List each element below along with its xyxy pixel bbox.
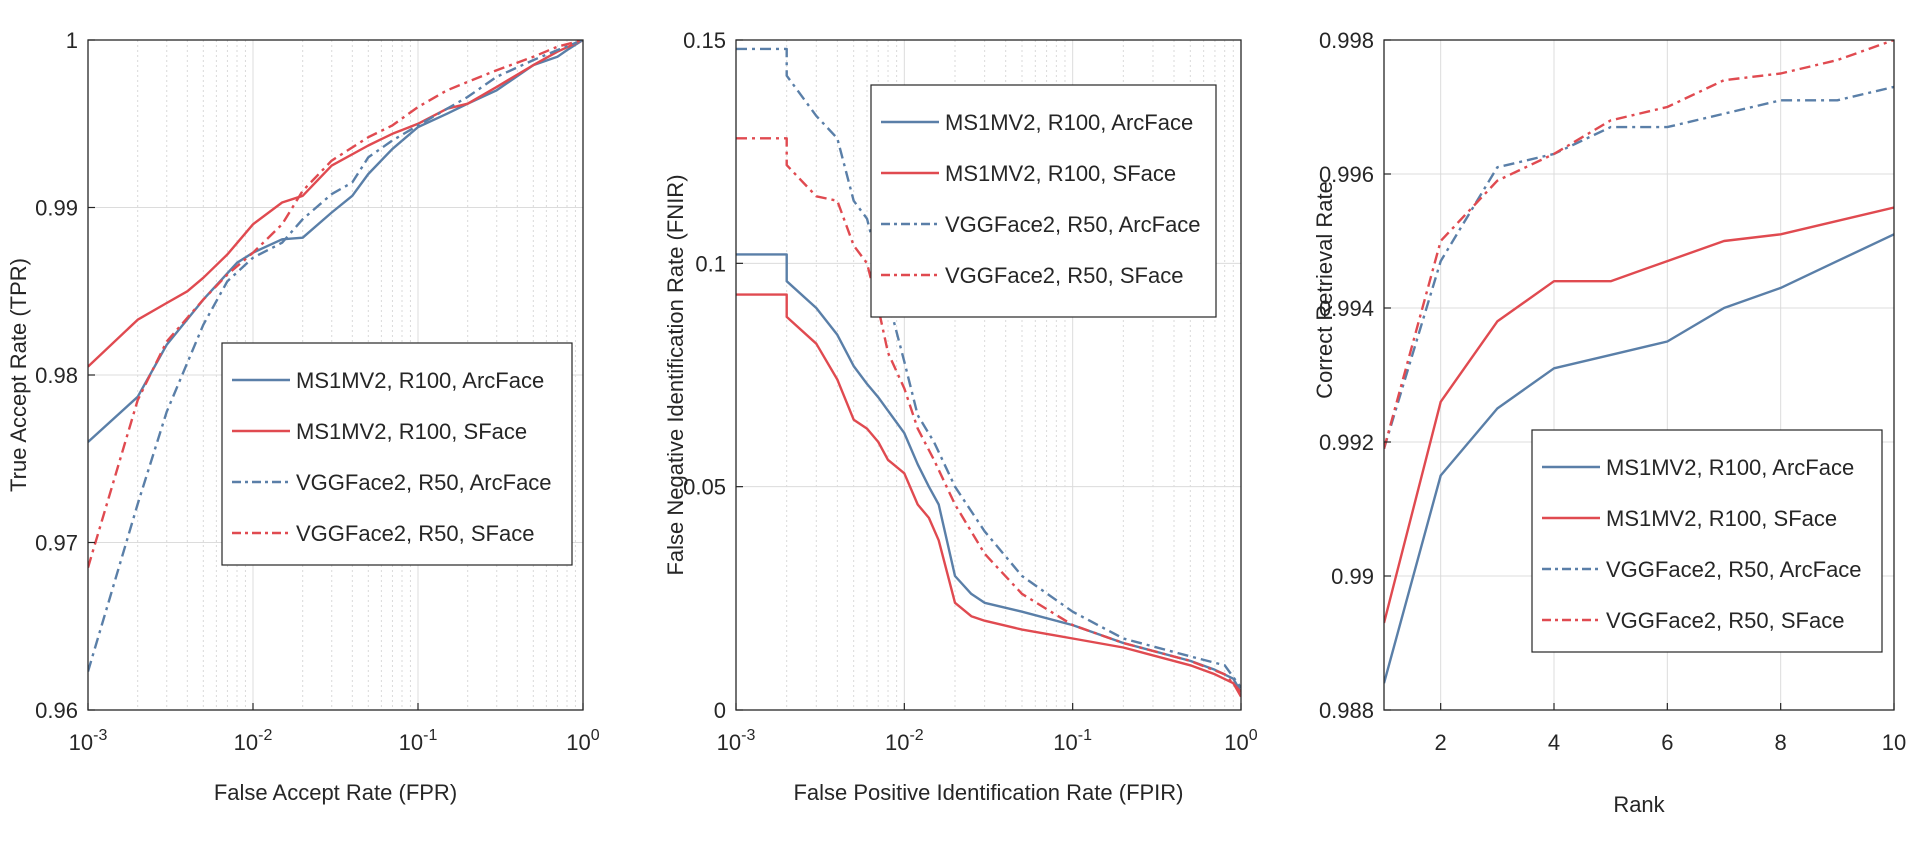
series-line-2 (736, 47, 1241, 689)
series-line-3 (88, 40, 583, 568)
series-line-0 (736, 253, 1241, 693)
x-tick-label: 100 (566, 727, 599, 755)
legend-label-3: VGGFace2, R50, SFace (945, 263, 1183, 288)
det-legend-box (870, 84, 1217, 318)
legend-label-2: VGGFace2, R50, ArcFace (1606, 557, 1862, 582)
y-tick-label: 0.1 (695, 251, 726, 276)
y-tick-label: 0.97 (35, 531, 78, 556)
det-axes-box (735, 39, 1242, 711)
cmc-chart: 0.988 0.99 0.992 0.994 0.996 0.998 2 4 6 8 10 Rank… (1312, 28, 1906, 817)
roc-y-axis-label: True Accept Rate (TPR) (6, 258, 31, 492)
x-tick-label: 4 (1548, 730, 1560, 755)
x-tick-label: 2 (1435, 730, 1447, 755)
y-tick-label: 0.99 (1331, 564, 1374, 589)
det-y-axis-label: False Negative Identification Rate (FNIR… (663, 174, 688, 575)
x-tick-label: 8 (1775, 730, 1787, 755)
y-tick-label: 0.988 (1319, 698, 1374, 723)
y-tick-label: 0.99 (35, 196, 78, 221)
x-tick-label: 10-2 (885, 727, 924, 755)
y-tick-label: 0.15 (683, 28, 726, 53)
roc-chart: 0.96 0.97 0.98 0.99 1 10-3 10-2 10-1 100 False A… (6, 28, 600, 805)
series-line-0 (1384, 233, 1894, 684)
x-tick-label: 10-1 (399, 727, 438, 755)
roc-x-axis-label: False Accept Rate (FPR) (214, 780, 457, 805)
det-chart: 0 0.05 0.1 0.15 10-3 10-2 10-1 100 False Positi… (663, 28, 1258, 805)
det-x-axis-label: False Positive Identification Rate (FPIR… (793, 780, 1183, 805)
cmc-ticks: 0.988 0.99 0.992 0.994 0.996 0.998 2 4 6 8 10 (1319, 28, 1906, 755)
x-tick-label: 6 (1661, 730, 1673, 755)
roc-legend: MS1MV2, R100, ArcFace MS1MV2, R100, SFace… (221, 342, 573, 566)
legend-label-1: MS1MV2, R100, SFace (296, 419, 527, 444)
y-tick-label: 0.994 (1319, 296, 1374, 321)
y-tick-label: 0.05 (683, 475, 726, 500)
series-line-1 (1384, 206, 1894, 624)
x-tick-label: 10-2 (234, 727, 273, 755)
legend-label-2: VGGFace2, R50, ArcFace (296, 470, 552, 495)
det-series (736, 47, 1241, 698)
series-line-1 (88, 40, 583, 368)
legend-label-3: VGGFace2, R50, SFace (296, 521, 534, 546)
roc-series (88, 40, 583, 672)
series-line-2 (1384, 85, 1894, 450)
x-tick-label: 100 (1224, 727, 1257, 755)
legend-label-1: MS1MV2, R100, SFace (1606, 506, 1837, 531)
y-tick-label: 1 (66, 28, 78, 53)
legend-label-0: MS1MV2, R100, ArcFace (945, 110, 1193, 135)
y-tick-label: 0.992 (1319, 430, 1374, 455)
cmc-axes-box (1383, 39, 1895, 711)
series-line-3 (736, 137, 1241, 693)
series-line-1 (736, 293, 1241, 698)
roc-ticks: 0.96 0.97 0.98 0.99 1 10-3 10-2 10-1 100 (35, 28, 600, 755)
legend-label-0: MS1MV2, R100, ArcFace (1606, 455, 1854, 480)
y-tick-label: 0.996 (1319, 162, 1374, 187)
series-line-2 (88, 40, 583, 672)
x-tick-label: 10-3 (717, 727, 756, 755)
x-tick-label: 10-3 (69, 727, 108, 755)
series-line-3 (1384, 40, 1894, 450)
legend-label-3: VGGFace2, R50, SFace (1606, 608, 1844, 633)
det-legend: MS1MV2, R100, ArcFace MS1MV2, R100, SFace… (870, 84, 1217, 318)
cmc-legend: MS1MV2, R100, ArcFace MS1MV2, R100, SFace… (1531, 429, 1883, 653)
legend-label-1: MS1MV2, R100, SFace (945, 161, 1176, 186)
y-tick-label: 0 (714, 698, 726, 723)
det-ticks: 0 0.05 0.1 0.15 10-3 10-2 10-1 100 (683, 28, 1258, 755)
y-tick-label: 0.998 (1319, 28, 1374, 53)
cmc-series (1384, 40, 1894, 684)
cmc-x-axis-label: Rank (1613, 792, 1665, 817)
cmc-y-axis-label: Correct Retrieval Rate (1312, 181, 1337, 399)
y-tick-label: 0.98 (35, 363, 78, 388)
y-tick-label: 0.96 (35, 698, 78, 723)
legend-label-0: MS1MV2, R100, ArcFace (296, 368, 544, 393)
x-tick-label: 10-1 (1053, 727, 1092, 755)
legend-label-2: VGGFace2, R50, ArcFace (945, 212, 1201, 237)
x-tick-label: 10 (1882, 730, 1906, 755)
